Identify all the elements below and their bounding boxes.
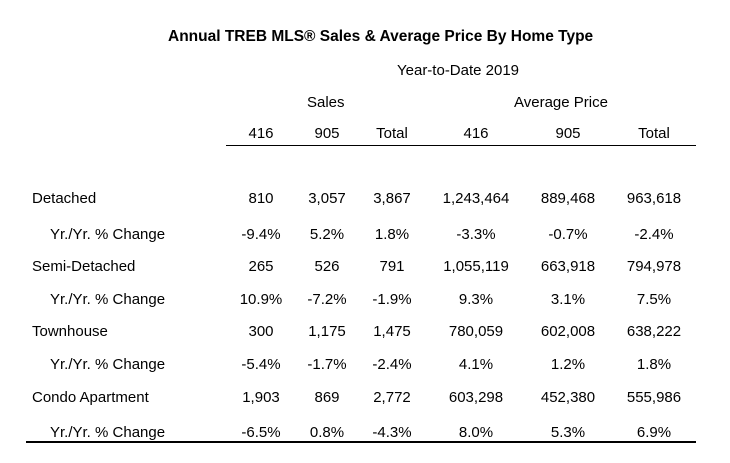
table-cell: 526	[314, 258, 340, 275]
table-cell: -1.9%	[372, 291, 412, 308]
table-cell: 452,380	[540, 389, 596, 406]
average-price-group-header: Average Price	[514, 94, 608, 111]
table-cell: 810	[248, 190, 274, 207]
table-cell: 265	[248, 258, 274, 275]
table-cell: 555,986	[626, 389, 682, 406]
table-cell: 1,243,464	[442, 190, 510, 207]
row-label: Yr./Yr. % Change	[50, 356, 166, 373]
table-cell: 638,222	[626, 323, 682, 340]
table-cell: 1,055,119	[443, 258, 509, 275]
sales-group-header: Sales	[307, 94, 345, 111]
table-cell: 3.1%	[550, 291, 586, 308]
table-cell: 1.2%	[550, 356, 586, 373]
row-label: Yr./Yr. % Change	[50, 424, 166, 441]
table-cell: 1.8%	[374, 226, 410, 243]
table-cell: 963,618	[626, 190, 682, 207]
table-cell: 791	[379, 258, 405, 275]
table-cell: 300	[248, 323, 274, 340]
table-cell: 3,867	[373, 190, 411, 207]
table-cell: -7.2%	[307, 291, 347, 308]
table-cell: 2,772	[373, 389, 411, 406]
table-cell: 663,918	[540, 258, 596, 275]
table-cell: 1,475	[373, 323, 411, 340]
table-cell: -4.3%	[372, 424, 412, 441]
table-cell: 1.8%	[636, 356, 672, 373]
table-cell: 6.9%	[636, 424, 672, 441]
table-cell: 780,059	[448, 323, 504, 340]
table-cell: 8.0%	[458, 424, 494, 441]
table-cell: -6.5%	[241, 424, 281, 441]
table-cell: -3.3%	[456, 226, 496, 243]
column-header-price-905: 905	[555, 125, 581, 142]
table-cell: 5.3%	[550, 424, 586, 441]
table-cell: -5.4%	[241, 356, 281, 373]
row-label: Yr./Yr. % Change	[50, 291, 166, 308]
header-rule	[226, 145, 696, 146]
table-cell: -2.4%	[634, 226, 674, 243]
table-cell: 869	[314, 389, 340, 406]
column-header-sales-416: 416	[248, 125, 274, 142]
table-cell: -9.4%	[241, 226, 281, 243]
table-cell: 1,903	[242, 389, 280, 406]
table-cell: 10.9%	[239, 291, 283, 308]
table-cell: 0.8%	[309, 424, 345, 441]
table-cell: 794,978	[626, 258, 682, 275]
row-label: Semi-Detached	[32, 258, 136, 275]
column-header-price-416: 416	[463, 125, 489, 142]
table-cell: -0.7%	[548, 226, 588, 243]
table-cell: 4.1%	[458, 356, 494, 373]
column-header-price-total: Total	[638, 125, 670, 142]
table-title: Annual TREB MLS® Sales & Average Price B…	[168, 28, 594, 45]
table-cell: 1,175	[308, 323, 346, 340]
row-label: Townhouse	[32, 323, 108, 340]
bottom-rule	[26, 441, 696, 443]
table-cell: 7.5%	[636, 291, 672, 308]
table-cell: 5.2%	[309, 226, 345, 243]
table-cell: 603,298	[448, 389, 504, 406]
row-label: Condo Apartment	[32, 389, 149, 406]
column-header-sales-905: 905	[314, 125, 340, 142]
column-header-sales-total: Total	[376, 125, 408, 142]
table-cell: -2.4%	[372, 356, 412, 373]
table-cell: 9.3%	[458, 291, 494, 308]
row-label: Yr./Yr. % Change	[50, 226, 166, 243]
table-cell: -1.7%	[307, 356, 347, 373]
table-cell: 889,468	[540, 190, 596, 207]
table-subtitle: Year-to-Date 2019	[397, 62, 520, 79]
table-cell: 602,008	[540, 323, 596, 340]
table-cell: 3,057	[308, 190, 346, 207]
row-label: Detached	[32, 190, 97, 207]
